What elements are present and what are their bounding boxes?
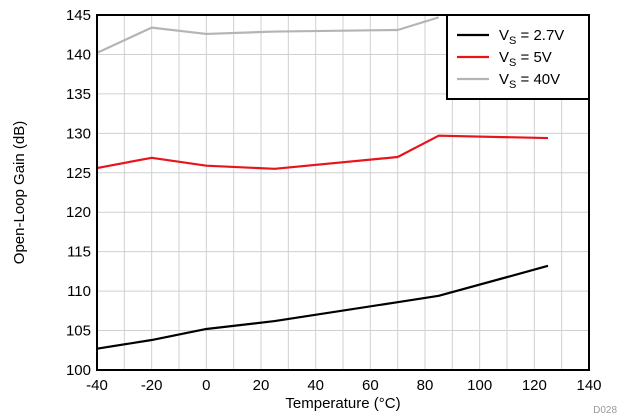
x-tick-label: 80 — [417, 377, 434, 394]
x-tick-label: -40 — [86, 377, 108, 394]
y-tick-label: 125 — [66, 165, 91, 182]
y-tick-label: 120 — [66, 204, 91, 221]
y-tick-label: 135 — [66, 86, 91, 103]
x-tick-label: 100 — [467, 377, 492, 394]
y-tick-labels: 100 105 110 115 120 125 130 135 140 145 — [66, 7, 91, 379]
series-line-3 — [96, 16, 439, 54]
x-tick-label: 20 — [253, 377, 270, 394]
x-tick-label: 60 — [362, 377, 379, 394]
legend-label-2: VS = 5V — [499, 49, 552, 69]
figure-id: D028 — [593, 405, 617, 415]
y-tick-label: 115 — [67, 244, 91, 261]
x-tick-labels: -40 -20 0 20 40 60 80 100 120 140 — [86, 377, 601, 394]
x-tick-label: 40 — [307, 377, 324, 394]
series-lines — [96, 16, 549, 350]
x-tick-label: -20 — [141, 377, 163, 394]
y-tick-label: 100 — [66, 362, 91, 379]
x-tick-label: 120 — [522, 377, 547, 394]
x-tick-label: 0 — [202, 377, 210, 394]
y-tick-label: 130 — [66, 125, 91, 142]
x-tick-label: 140 — [576, 377, 601, 394]
y-tick-label: 140 — [66, 46, 91, 63]
plot-frame — [96, 14, 590, 371]
x-axis-title: Temperature (°C) — [285, 395, 400, 412]
y-tick-label: 110 — [67, 283, 91, 300]
series-line-1 — [96, 264, 549, 350]
y-tick-label: 145 — [66, 7, 91, 24]
y-axis-title: Open-Loop Gain (dB) — [11, 121, 28, 264]
legend-label-1: VS = 2.7V — [499, 27, 564, 47]
y-tick-label: 105 — [66, 323, 91, 340]
legend-label-3: VS = 40V — [499, 71, 560, 91]
series-line-2 — [96, 134, 549, 170]
